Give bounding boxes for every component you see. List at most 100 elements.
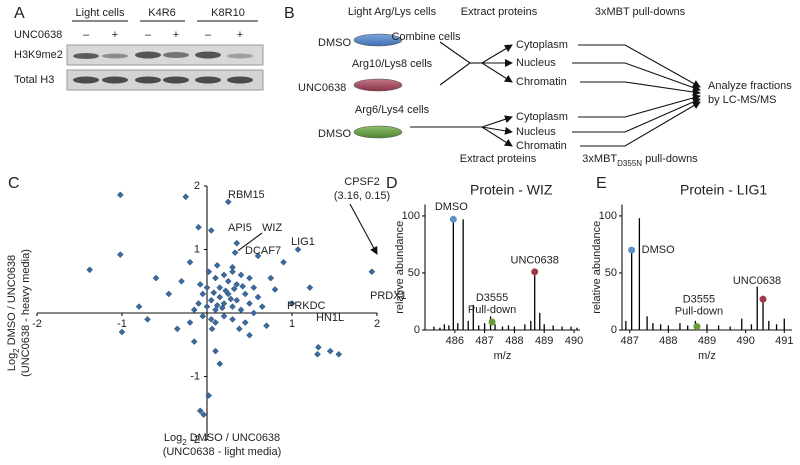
data-point: [212, 274, 219, 282]
x-tick-label: 486: [446, 335, 464, 347]
data-point: [203, 284, 211, 291]
data-point: [199, 312, 207, 320]
dish-treatment: DMSO: [318, 37, 351, 49]
sign-label: –: [205, 29, 212, 41]
data-point: [241, 290, 249, 298]
step-label: Combine cells: [391, 31, 461, 43]
marker-label: UNC0638: [733, 275, 781, 287]
data-point: [227, 295, 235, 303]
peak-marker: [488, 318, 496, 326]
fraction-label: Nucleus: [516, 126, 556, 138]
data-point: [229, 303, 236, 311]
data-point: [207, 227, 215, 234]
data-point: [165, 290, 173, 298]
data-point: [258, 303, 266, 311]
text-part: pull-downs: [642, 153, 698, 165]
data-point: [207, 296, 215, 304]
data-point: [233, 281, 241, 288]
x-axis-label: Log2 DMSO / UNC0638: [164, 432, 280, 447]
data-point: [288, 300, 296, 307]
step-label: Analyze fractions: [708, 80, 792, 92]
data-point: [200, 411, 207, 418]
sign-label: –: [145, 29, 152, 41]
fraction-label: Chromatin: [516, 76, 567, 88]
x-tick-label: 490: [565, 335, 583, 347]
data-point: [250, 309, 258, 317]
data-point: [229, 268, 236, 276]
point-label: LIG1: [291, 236, 315, 248]
text-part: 3xMBT: [582, 153, 617, 165]
data-point: [306, 284, 314, 291]
panel-letter: D: [386, 175, 398, 192]
x-axis-label: (UNC0638 - light media): [163, 446, 282, 458]
data-point: [229, 315, 236, 323]
data-point: [233, 296, 241, 304]
data-point: [246, 274, 253, 282]
data-point: [224, 277, 232, 285]
x-tick-label: 2: [374, 318, 380, 330]
x-axis-label: m/z: [698, 350, 716, 362]
group-label: Light cells: [76, 7, 125, 19]
y-tick-label: 1: [194, 243, 200, 255]
x-tick-label: -1: [117, 318, 127, 330]
peak-marker: [628, 246, 636, 254]
data-point: [368, 268, 376, 276]
point-label: PRDX1: [370, 290, 407, 302]
point-label: WIZ: [262, 222, 282, 234]
data-point: [196, 407, 204, 415]
marker-label: DMSO: [642, 244, 675, 256]
data-point: [239, 282, 247, 290]
panel-letter: A: [14, 5, 25, 22]
peak-marker: [449, 215, 457, 223]
data-point: [224, 198, 232, 206]
data-point: [314, 343, 322, 351]
dish-label: Light Arg/Lys cells: [348, 6, 437, 18]
data-point: [314, 350, 321, 358]
data-point: [213, 262, 221, 269]
data-point: [212, 319, 219, 326]
peak-marker: [759, 295, 767, 303]
data-point: [335, 350, 343, 358]
row-label: H3K9me2: [14, 49, 63, 61]
data-point: [218, 304, 226, 312]
data-point: [152, 274, 160, 282]
dish-label: Arg10/Lys8 cells: [352, 58, 433, 70]
point-label: RBM15: [228, 189, 265, 201]
data-point: [195, 223, 202, 231]
data-point: [186, 319, 194, 326]
data-point: [231, 249, 239, 257]
peak-marker: [693, 323, 701, 331]
y-axis-label: relative abundance: [591, 221, 603, 314]
data-point: [210, 289, 218, 297]
leader-line: [237, 232, 263, 252]
text-part: Log: [6, 353, 18, 371]
step-label: Extract proteins: [460, 153, 537, 165]
y-axis-label: relative abundance: [394, 221, 406, 314]
data-point: [118, 328, 126, 336]
step-label: by LC-MS/MS: [708, 94, 776, 106]
text-part: DMSO / UNC0638: [6, 255, 18, 349]
x-tick-label: 488: [659, 335, 677, 347]
leader-arrow: [349, 203, 378, 255]
fraction-label: Chromatin: [516, 140, 567, 152]
data-point: [263, 322, 270, 330]
data-point: [280, 258, 287, 266]
data-point: [212, 347, 219, 355]
fraction-label: Cytoplasm: [516, 39, 568, 51]
data-point: [190, 306, 198, 314]
marker-label: D3555: [476, 292, 508, 304]
diagram: [353, 33, 701, 147]
x-tick-label: 487: [621, 335, 639, 347]
data-point: [207, 315, 215, 323]
data-point: [220, 271, 228, 279]
data-point: [233, 239, 241, 247]
sign-label: +: [112, 29, 118, 41]
x-tick-label: -2: [32, 318, 42, 330]
fraction-label: Nucleus: [516, 57, 556, 69]
data-point: [241, 319, 249, 326]
y-tick-label: 0: [414, 324, 420, 336]
dish-treatment: UNC0638: [298, 82, 346, 94]
data-point: [250, 284, 258, 291]
